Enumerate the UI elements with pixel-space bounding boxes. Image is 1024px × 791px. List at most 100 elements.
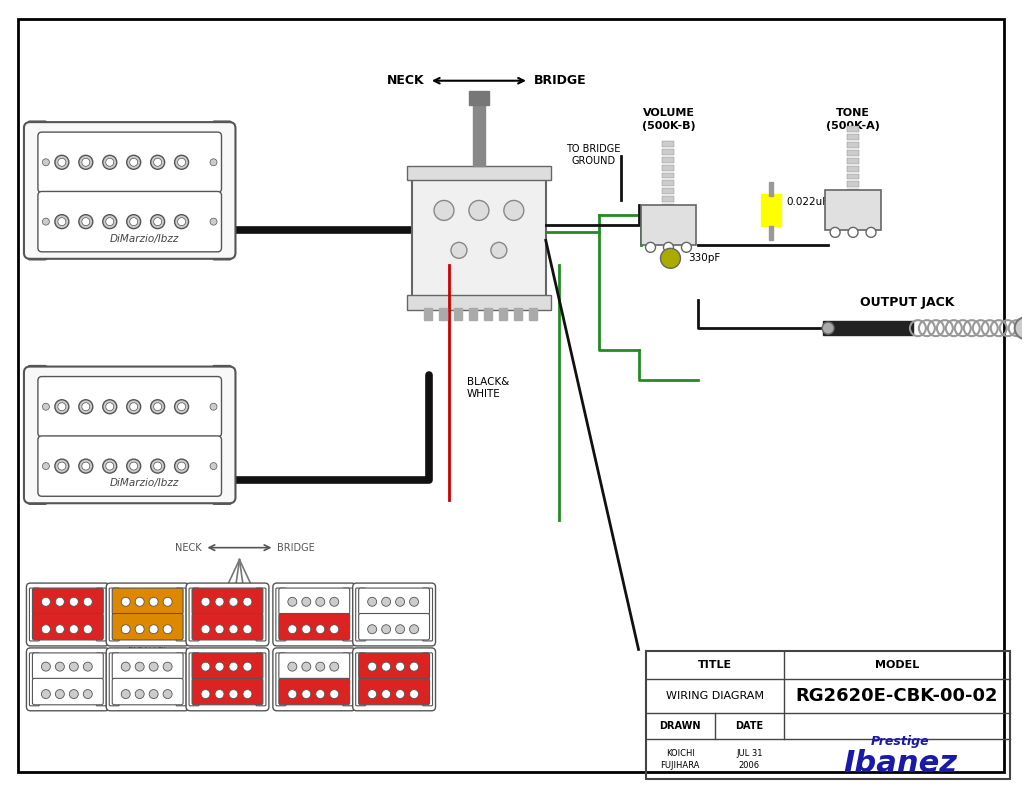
Bar <box>663 196 675 202</box>
Circle shape <box>79 459 93 473</box>
Circle shape <box>130 462 137 470</box>
FancyBboxPatch shape <box>113 614 183 640</box>
Circle shape <box>229 597 238 606</box>
FancyBboxPatch shape <box>27 583 110 646</box>
FancyBboxPatch shape <box>28 121 47 259</box>
FancyBboxPatch shape <box>33 679 103 705</box>
Circle shape <box>55 459 69 473</box>
Circle shape <box>135 625 144 634</box>
Circle shape <box>243 662 252 671</box>
Circle shape <box>105 462 114 470</box>
Bar <box>761 195 781 226</box>
Circle shape <box>151 214 165 229</box>
Circle shape <box>229 690 238 698</box>
Circle shape <box>58 403 66 411</box>
Circle shape <box>83 625 92 634</box>
Circle shape <box>177 403 185 411</box>
Circle shape <box>42 463 49 470</box>
Circle shape <box>315 662 325 671</box>
Circle shape <box>382 662 390 671</box>
Circle shape <box>130 218 137 225</box>
FancyBboxPatch shape <box>358 679 429 705</box>
Circle shape <box>121 690 130 698</box>
Circle shape <box>58 158 66 166</box>
FancyBboxPatch shape <box>275 588 286 641</box>
Text: KOICHI
FUJIHARA: KOICHI FUJIHARA <box>660 749 699 770</box>
Circle shape <box>79 399 93 414</box>
Bar <box>823 321 913 335</box>
Circle shape <box>210 463 217 470</box>
Circle shape <box>215 662 224 671</box>
Bar <box>424 308 432 320</box>
Circle shape <box>102 399 117 414</box>
Text: DiMarzio/Ibzz: DiMarzio/Ibzz <box>110 234 179 244</box>
Circle shape <box>177 218 185 225</box>
Circle shape <box>410 597 419 606</box>
Circle shape <box>201 597 210 606</box>
Circle shape <box>175 155 188 169</box>
Circle shape <box>58 218 66 225</box>
Bar <box>847 181 859 187</box>
Bar <box>847 173 859 180</box>
Bar <box>847 149 859 156</box>
Circle shape <box>243 625 252 634</box>
Bar <box>663 157 675 162</box>
Circle shape <box>151 399 165 414</box>
Circle shape <box>395 597 404 606</box>
Circle shape <box>243 690 252 698</box>
FancyBboxPatch shape <box>352 648 435 711</box>
FancyBboxPatch shape <box>38 377 221 437</box>
Circle shape <box>55 597 65 606</box>
Circle shape <box>41 662 50 671</box>
Bar <box>663 165 675 171</box>
FancyBboxPatch shape <box>106 583 189 646</box>
FancyBboxPatch shape <box>33 653 103 679</box>
Circle shape <box>121 625 130 634</box>
Circle shape <box>315 597 325 606</box>
Text: TO BRIDGE
GROUND: TO BRIDGE GROUND <box>566 144 621 165</box>
Circle shape <box>55 690 65 698</box>
Bar <box>663 172 675 179</box>
Bar <box>769 183 773 196</box>
Circle shape <box>42 159 49 166</box>
Circle shape <box>130 403 137 411</box>
Bar <box>528 308 537 320</box>
Circle shape <box>163 597 172 606</box>
Circle shape <box>58 462 66 470</box>
Circle shape <box>79 214 93 229</box>
Circle shape <box>210 403 217 411</box>
Circle shape <box>395 662 404 671</box>
Bar <box>847 157 859 164</box>
Circle shape <box>330 597 339 606</box>
FancyBboxPatch shape <box>38 436 221 496</box>
FancyBboxPatch shape <box>113 588 183 615</box>
Text: 0.022uF: 0.022uF <box>786 198 828 207</box>
Circle shape <box>1015 317 1024 339</box>
Bar <box>499 308 507 320</box>
Bar <box>663 188 675 195</box>
Circle shape <box>210 159 217 166</box>
Circle shape <box>70 662 78 671</box>
FancyBboxPatch shape <box>110 653 119 706</box>
Circle shape <box>382 597 390 606</box>
Circle shape <box>70 690 78 698</box>
Circle shape <box>302 662 311 671</box>
Text: NECK: NECK <box>386 74 424 87</box>
Circle shape <box>102 155 117 169</box>
FancyBboxPatch shape <box>193 588 263 615</box>
Circle shape <box>70 625 78 634</box>
Circle shape <box>82 403 90 411</box>
FancyBboxPatch shape <box>33 588 103 615</box>
Text: DiMarzio/Ibzz: DiMarzio/Ibzz <box>110 479 179 488</box>
Text: Prestige: Prestige <box>871 735 930 747</box>
Circle shape <box>243 597 252 606</box>
Circle shape <box>41 625 50 634</box>
Circle shape <box>330 662 339 671</box>
Circle shape <box>368 597 377 606</box>
Circle shape <box>127 155 140 169</box>
Circle shape <box>130 158 137 166</box>
Circle shape <box>504 200 524 221</box>
FancyBboxPatch shape <box>186 648 269 711</box>
Circle shape <box>330 690 339 698</box>
Bar <box>407 165 551 180</box>
